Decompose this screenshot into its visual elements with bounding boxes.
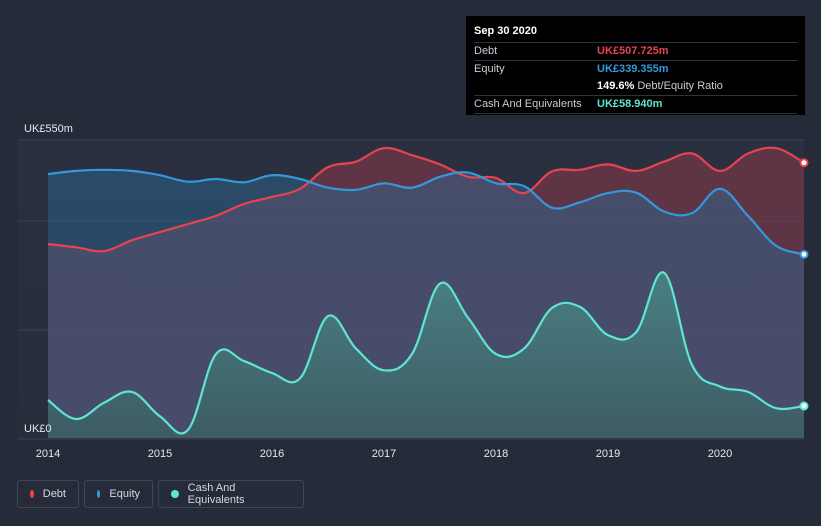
legend-debt[interactable]: Debt	[17, 480, 79, 508]
tooltip-value: UK£507.725m	[597, 45, 669, 57]
x-tick-label: 2019	[596, 448, 620, 460]
cash-end-marker	[799, 401, 809, 411]
x-tick-label: 2015	[148, 448, 172, 460]
tooltip-value: UK£339.355m	[597, 63, 669, 75]
tooltip-row-equity: Equity UK£339.355m	[474, 60, 797, 78]
x-tick-label: 2016	[260, 448, 284, 460]
cash-area	[48, 272, 804, 438]
legend-equity[interactable]: Equity	[84, 480, 153, 508]
legend-cash[interactable]: Cash And Equivalents	[158, 480, 304, 508]
legend-dot-icon	[97, 490, 101, 498]
equity-line	[47, 168, 805, 256]
x-tick-label: 2018	[484, 448, 508, 460]
legend-dot-icon	[171, 490, 179, 498]
tooltip-row-ratio: 149.6% Debt/Equity Ratio	[474, 78, 797, 95]
tooltip-row-cash: Cash And Equivalents UK£58.940m	[474, 95, 797, 114]
x-tick-label: 2020	[708, 448, 732, 460]
tooltip-row-debt: Debt UK£507.725m	[474, 42, 797, 60]
tooltip-label: Equity	[474, 63, 505, 75]
tooltip-value: UK£58.940m	[597, 98, 663, 110]
y-axis-bottom-label: UK£0	[24, 423, 52, 435]
legend-dot-icon	[30, 490, 34, 498]
x-tick-label: 2017	[372, 448, 396, 460]
y-axis-top-label: UK£550m	[24, 123, 73, 135]
x-tick-label: 2014	[36, 448, 60, 460]
tooltip-date: Sep 30 2020	[474, 25, 537, 37]
tooltip-panel: Sep 30 2020 Debt UK£507.725m Equity UK£3…	[466, 16, 805, 115]
tooltip-ratio-label: Debt/Equity Ratio	[637, 80, 723, 92]
tooltip-label: Debt	[474, 45, 498, 57]
debt-end-marker	[799, 158, 809, 168]
tooltip-ratio-value: 149.6%	[597, 80, 635, 92]
legend-label: Equity	[109, 488, 140, 500]
tooltip-label: Cash And Equivalents	[474, 98, 582, 110]
legend-label: Debt	[42, 488, 66, 500]
equity-end-marker	[799, 249, 809, 259]
legend-label: Cash And Equivalents	[187, 482, 245, 506]
cash-line	[47, 271, 805, 435]
debt-line	[47, 146, 805, 253]
